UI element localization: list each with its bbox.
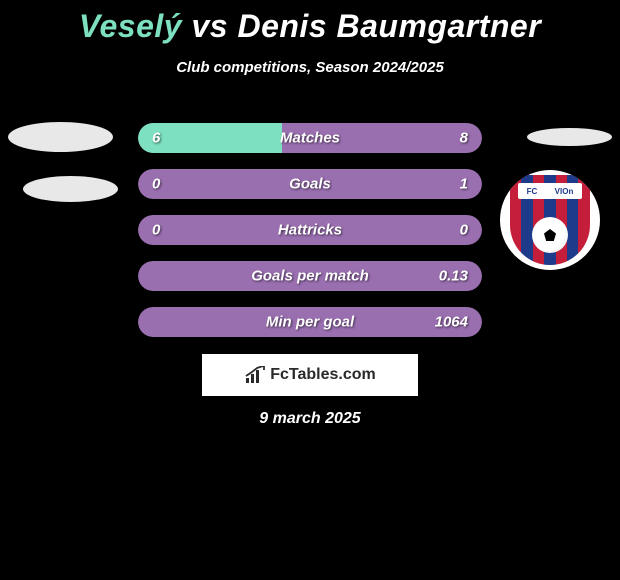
stat-right-value: 1064 <box>435 314 468 331</box>
stat-label: Goals per match <box>251 268 369 285</box>
player1-name: Veselý <box>79 8 182 44</box>
stat-label: Matches <box>280 130 340 147</box>
stat-right-value: 0.13 <box>439 268 468 285</box>
stat-row: Goals per match 0.13 <box>138 261 482 291</box>
subtitle: Club competitions, Season 2024/2025 <box>0 59 620 76</box>
player2-club-logo: FC VIOn <box>500 170 600 270</box>
brand-text: FcTables.com <box>270 366 376 384</box>
player2-name: Denis Baumgartner <box>237 8 541 44</box>
stat-row: 6 Matches 8 <box>138 123 482 153</box>
stat-label: Hattricks <box>278 222 342 239</box>
player1-badge-placeholder-1 <box>8 122 113 152</box>
brand-box: FcTables.com <box>202 354 418 396</box>
date-text: 9 march 2025 <box>259 410 360 428</box>
stat-label: Min per goal <box>266 314 354 331</box>
stat-right-value: 8 <box>460 130 468 147</box>
player1-badge-placeholder-2 <box>23 176 118 202</box>
club-banner: FC VIOn <box>518 183 582 199</box>
player2-badge-placeholder <box>527 128 612 146</box>
football-icon <box>532 217 568 253</box>
stat-left-value: 6 <box>152 130 160 147</box>
stat-right-value: 1 <box>460 176 468 193</box>
stat-left-value: 0 <box>152 176 160 193</box>
stats-rows: 6 Matches 8 0 Goals 1 0 Hattricks 0 Goal… <box>138 123 482 353</box>
stat-right-value: 0 <box>460 222 468 239</box>
stat-left-value: 0 <box>152 222 160 239</box>
club-fc-text: FC <box>527 187 538 196</box>
club-vion-text: VIOn <box>555 187 574 196</box>
chart-icon <box>244 366 266 384</box>
comparison-title: Veselý vs Denis Baumgartner <box>0 0 620 45</box>
stat-row: Min per goal 1064 <box>138 307 482 337</box>
stat-row: 0 Hattricks 0 <box>138 215 482 245</box>
vs-text: vs <box>191 8 228 44</box>
stat-row: 0 Goals 1 <box>138 169 482 199</box>
stat-label: Goals <box>289 176 331 193</box>
